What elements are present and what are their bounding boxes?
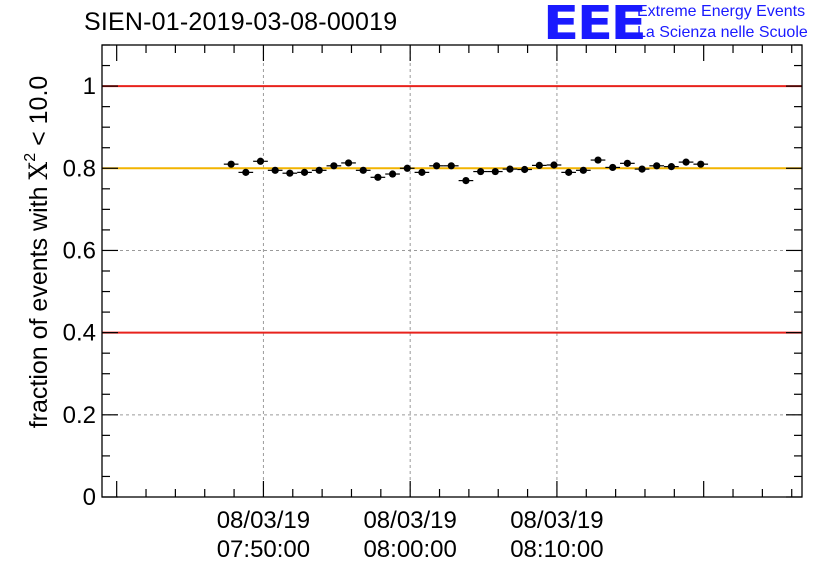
y-tick-label: 0.4 — [63, 320, 96, 347]
point-marker — [403, 164, 411, 172]
data-point — [311, 166, 327, 174]
point-marker — [506, 165, 514, 173]
point-marker — [432, 162, 441, 170]
data-point — [664, 163, 679, 171]
data-point — [267, 166, 283, 174]
data-point — [517, 165, 532, 174]
point-marker — [682, 158, 690, 166]
x-tick-date: 08/03/19 — [510, 507, 604, 534]
data-points-layer — [223, 156, 709, 185]
y-tick-label: 0.6 — [63, 237, 96, 264]
axes-layer: 0 0.2 0.4 0.6 0.8 1 — [63, 44, 803, 511]
data-point — [590, 156, 606, 164]
plot-frame — [101, 44, 803, 498]
point-marker — [418, 168, 426, 176]
data-point — [531, 161, 547, 169]
y-tick-label: 0.8 — [63, 155, 96, 182]
data-point — [341, 159, 356, 167]
data-point — [355, 166, 371, 174]
data-point — [414, 168, 430, 176]
point-marker — [374, 173, 382, 181]
data-point — [458, 177, 474, 185]
y-tick-label: 0 — [83, 484, 96, 511]
point-marker — [300, 168, 309, 176]
eee-logo-mark: EEE — [543, 0, 647, 50]
x-tick-time: 08:00:00 — [363, 536, 457, 563]
point-marker — [565, 168, 573, 176]
data-point — [561, 168, 577, 176]
point-marker — [623, 159, 631, 167]
data-point — [693, 160, 709, 168]
y-tick-label: 1 — [83, 73, 96, 100]
x-tick-date: 08/03/19 — [216, 507, 311, 534]
point-marker — [388, 170, 397, 178]
point-marker — [667, 163, 675, 171]
point-marker — [653, 162, 661, 170]
logo-text-line1: Extreme Energy Events — [637, 3, 806, 20]
data-point — [297, 168, 312, 176]
data-point — [399, 164, 415, 172]
point-marker — [609, 163, 617, 172]
point-marker — [242, 168, 250, 176]
point-marker — [330, 162, 338, 170]
point-marker — [535, 161, 543, 169]
data-point — [223, 160, 239, 168]
point-marker — [344, 159, 353, 167]
logo-text-line2: La Scienza nelle Scuole — [637, 24, 808, 41]
data-point — [620, 159, 635, 167]
data-point — [487, 167, 503, 176]
data-point — [649, 162, 665, 170]
data-point — [443, 162, 459, 170]
x-tick-label: 08/03/19 07:50:00 — [193, 506, 333, 564]
x-tick-label: 08/03/19 08:00:00 — [340, 506, 480, 564]
data-point — [473, 167, 488, 176]
data-point — [370, 173, 386, 181]
y-tick-label: 0.2 — [63, 402, 96, 429]
grid-layer — [102, 45, 802, 497]
point-marker — [271, 166, 279, 174]
x-tick-time: 07:50:00 — [216, 536, 311, 563]
point-marker — [521, 165, 529, 174]
data-point — [326, 162, 342, 170]
point-marker — [697, 160, 705, 168]
point-marker — [227, 160, 235, 168]
data-point — [253, 157, 268, 165]
data-point — [429, 162, 444, 170]
data-point — [238, 168, 254, 176]
data-point — [605, 163, 621, 172]
data-point — [282, 169, 298, 177]
x-tick-time: 08:10:00 — [510, 536, 604, 563]
reference-lines-layer — [102, 85, 802, 334]
point-marker — [447, 162, 455, 170]
point-marker — [359, 166, 367, 174]
point-marker — [491, 167, 499, 176]
data-point — [634, 165, 650, 173]
point-marker — [477, 167, 485, 176]
point-marker — [638, 165, 646, 173]
data-point — [546, 161, 562, 169]
point-marker — [579, 166, 587, 174]
data-point — [576, 166, 591, 174]
data-point — [385, 170, 400, 178]
x-tick-date: 08/03/19 — [363, 507, 457, 534]
point-marker — [256, 157, 265, 165]
point-marker — [550, 161, 558, 169]
point-marker — [286, 169, 294, 177]
x-tick-label: 08/03/19 08:10:00 — [487, 506, 627, 564]
point-marker — [594, 156, 602, 164]
point-marker — [315, 166, 323, 174]
data-point — [502, 165, 518, 173]
point-marker — [462, 177, 470, 185]
data-point — [678, 158, 694, 166]
chart-title: SIEN-01-2019-03-08-00019 — [84, 8, 398, 36]
